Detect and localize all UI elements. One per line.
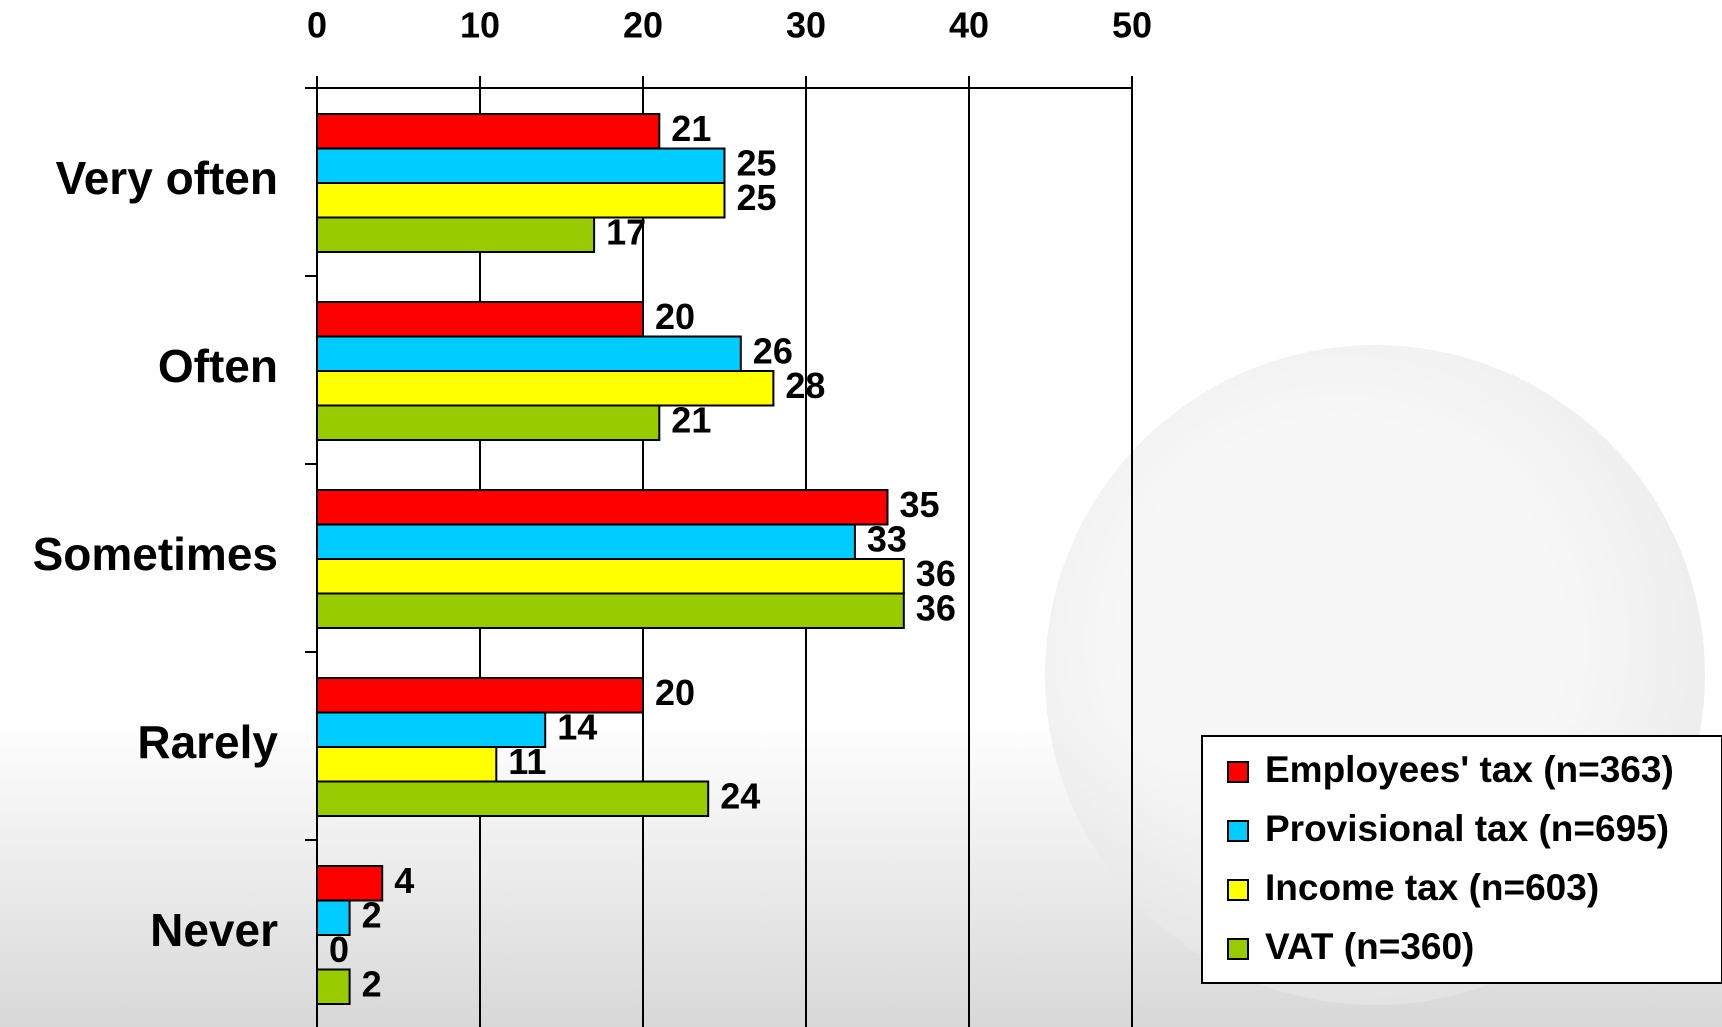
x-tick-label: 0 bbox=[307, 5, 327, 46]
x-tick-label: 50 bbox=[1112, 5, 1152, 46]
value-label: 36 bbox=[916, 553, 956, 594]
value-label: 26 bbox=[753, 330, 793, 371]
value-label: 0 bbox=[329, 929, 349, 970]
bar bbox=[316, 301, 644, 338]
bar bbox=[316, 147, 726, 184]
bar bbox=[316, 968, 351, 1005]
value-label: 25 bbox=[737, 142, 777, 183]
value-label: 20 bbox=[655, 296, 695, 337]
value-label: 2 bbox=[362, 963, 382, 1004]
value-label: 36 bbox=[916, 587, 956, 628]
value-label: 14 bbox=[557, 706, 597, 747]
legend-swatch bbox=[1227, 820, 1249, 842]
value-label: 25 bbox=[737, 177, 777, 218]
x-tick-label: 10 bbox=[460, 5, 500, 46]
value-label: 20 bbox=[655, 672, 695, 713]
legend-label: Provisional tax (n=695) bbox=[1265, 808, 1669, 849]
bar bbox=[316, 404, 661, 441]
bar bbox=[316, 489, 889, 526]
value-label: 21 bbox=[671, 108, 711, 149]
x-tick-label: 20 bbox=[623, 5, 663, 46]
category-label: Sometimes bbox=[33, 528, 278, 580]
category-label: Often bbox=[158, 340, 278, 392]
category-label: Rarely bbox=[137, 716, 278, 768]
value-label: 33 bbox=[867, 518, 907, 559]
bar bbox=[316, 780, 710, 817]
value-label: 28 bbox=[785, 365, 825, 406]
x-tick-label: 40 bbox=[949, 5, 989, 46]
value-label: 2 bbox=[362, 894, 382, 935]
bar bbox=[316, 182, 726, 219]
value-label: 4 bbox=[394, 860, 414, 901]
bar bbox=[316, 216, 596, 253]
x-tick-label: 30 bbox=[786, 5, 826, 46]
bar bbox=[316, 592, 905, 629]
bar bbox=[316, 335, 742, 372]
bar bbox=[316, 558, 905, 595]
category-label: Very often bbox=[56, 152, 278, 204]
value-label: 35 bbox=[900, 484, 940, 525]
legend-swatch bbox=[1227, 761, 1249, 783]
bar bbox=[316, 370, 775, 407]
category-label: Never bbox=[150, 904, 278, 956]
legend-label: Income tax (n=603) bbox=[1265, 867, 1599, 908]
bar bbox=[316, 523, 856, 560]
value-label: 11 bbox=[508, 741, 546, 782]
value-label: 17 bbox=[606, 211, 646, 252]
value-label: 21 bbox=[671, 399, 711, 440]
legend-box bbox=[1201, 735, 1722, 984]
legend-label: Employees' tax (n=363) bbox=[1265, 749, 1674, 790]
legend-label: VAT (n=360) bbox=[1265, 926, 1474, 967]
bar bbox=[316, 899, 351, 936]
legend-swatch bbox=[1227, 879, 1249, 901]
bar bbox=[316, 746, 498, 783]
legend-swatch bbox=[1227, 938, 1249, 960]
bar bbox=[316, 113, 661, 150]
value-label: 24 bbox=[720, 775, 760, 816]
